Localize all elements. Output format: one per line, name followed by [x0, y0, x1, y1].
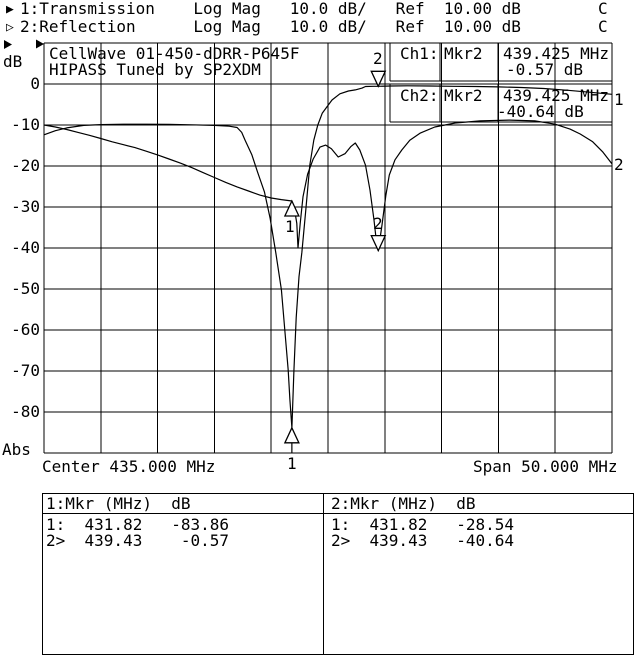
- trace-transmission: [43, 85, 613, 429]
- header-trace1: 1:Transmission Log Mag 10.0 dB/ Ref 10.0…: [20, 0, 608, 18]
- ref-level-pointer-icon: [36, 39, 44, 49]
- ch1-marker1-label: 1: [287, 454, 297, 473]
- marker-ch1-2-triangle-icon: [370, 70, 387, 88]
- marker-table-ch1-row2: 2> 439.43 -0.57: [46, 531, 230, 550]
- trace-reflection: [43, 119, 613, 252]
- y-axis-abs-label: Abs: [2, 440, 31, 459]
- y-tick-60: -60: [11, 320, 40, 339]
- marker-ch2-2-triangle-icon: [370, 234, 387, 253]
- marker-table-header-rule: [43, 513, 633, 514]
- header-trace2: 2:Reflection Log Mag 10.0 dB/ Ref 10.00 …: [20, 17, 608, 36]
- marker-table: 1:Mkr (MHz) dB 1: 431.82 -83.86 2> 439.4…: [42, 493, 634, 655]
- center-frequency-label: Center 435.000 MHz: [42, 457, 216, 476]
- marker-ch2-1-triangle-icon: [283, 199, 300, 217]
- ch1-readout-marker: Mkr2: [444, 44, 483, 63]
- trace2-triangle-icon: ▷: [6, 20, 14, 35]
- ch1-readout-value: -0.57 dB: [506, 60, 584, 79]
- marker-table-ch1-row1: 1: 431.82 -83.86: [46, 515, 230, 534]
- ch2-marker1-label: 1: [285, 217, 295, 236]
- ch1-marker2-label: 2: [373, 49, 383, 68]
- channel-pointer-icon: [4, 40, 12, 49]
- y-tick-10: -10: [11, 115, 40, 134]
- ch2-readout-channel: Ch2:: [400, 86, 439, 105]
- trace1-active-triangle-icon: ▶: [6, 2, 14, 17]
- ch1-readout-freq: 439.425 MHz: [503, 44, 609, 63]
- device-title: CellWave 01-450-dDRR-P645F: [49, 44, 300, 63]
- ch2-readout-value: -40.64 dB: [497, 102, 584, 121]
- ch1-readout-channel: Ch1:: [400, 44, 439, 63]
- y-tick-70: -70: [11, 361, 40, 380]
- y-axis-unit-label: dB: [3, 52, 23, 71]
- ch2-readout-freq: 439.425 MHz: [503, 86, 609, 105]
- ch2-marker2-label: 2: [373, 214, 383, 233]
- y-tick-20: -20: [11, 156, 40, 175]
- trace1-end-label: 1: [614, 90, 624, 109]
- trace2-end-label: 2: [614, 155, 624, 174]
- marker-ch1-1-triangle-icon: [283, 426, 300, 444]
- marker-table-ch2-row2: 2> 439.43 -40.64: [331, 531, 515, 550]
- device-subtitle: HIPASS Tuned by SP2XDM: [49, 60, 261, 79]
- y-tick-80: -80: [11, 402, 40, 421]
- marker-table-divider: [323, 494, 324, 654]
- marker-table-ch2-header: 2:Mkr (MHz) dB: [331, 494, 476, 513]
- y-tick-40: -40: [11, 238, 40, 257]
- marker-table-ch1-header: 1:Mkr (MHz) dB: [46, 494, 191, 513]
- marker-table-ch2-row1: 1: 431.82 -28.54: [331, 515, 515, 534]
- y-tick-0: 0: [30, 74, 40, 93]
- ch2-readout-marker: Mkr2: [444, 86, 483, 105]
- y-tick-50: -50: [11, 279, 40, 298]
- span-frequency-label: Span 50.000 MHz: [473, 457, 618, 476]
- y-tick-30: -30: [11, 197, 40, 216]
